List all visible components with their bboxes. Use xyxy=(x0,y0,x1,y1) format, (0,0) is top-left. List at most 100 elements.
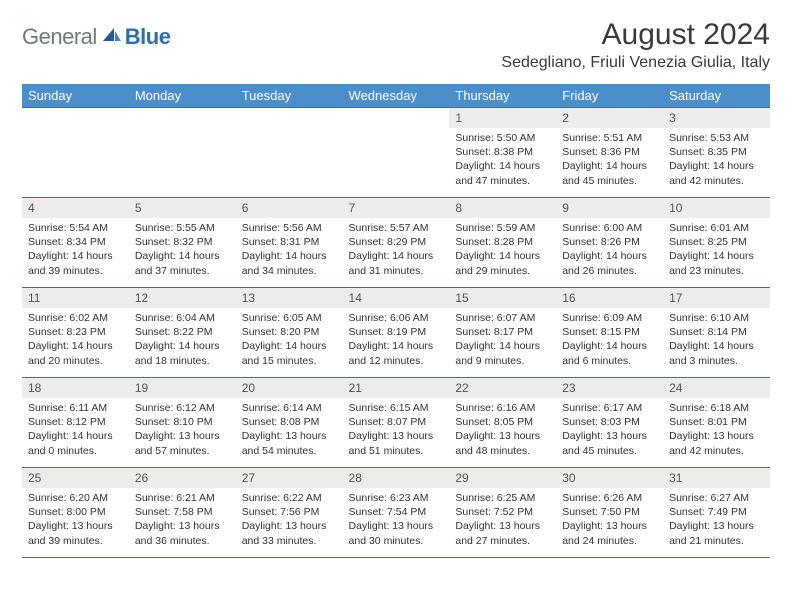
weekday-header: Saturday xyxy=(663,84,770,108)
day-number: 5 xyxy=(129,198,236,218)
calendar-day-cell: 26Sunrise: 6:21 AMSunset: 7:58 PMDayligh… xyxy=(129,468,236,558)
header: General Blue August 2024 Sedegliano, Fri… xyxy=(22,18,770,72)
calendar-week-row: 4Sunrise: 5:54 AMSunset: 8:34 PMDaylight… xyxy=(22,198,770,288)
day-info: Sunrise: 5:50 AMSunset: 8:38 PMDaylight:… xyxy=(449,128,556,192)
day-number: 30 xyxy=(556,468,663,488)
day-info: Sunrise: 6:12 AMSunset: 8:10 PMDaylight:… xyxy=(129,398,236,462)
daylight-line: Daylight: 14 hours and 12 minutes. xyxy=(349,339,444,367)
day-number: 19 xyxy=(129,378,236,398)
daylight-line: Daylight: 14 hours and 31 minutes. xyxy=(349,249,444,277)
daylight-line: Daylight: 14 hours and 37 minutes. xyxy=(135,249,230,277)
month-title: August 2024 xyxy=(501,18,770,52)
day-number: 24 xyxy=(663,378,770,398)
day-number: 7 xyxy=(343,198,450,218)
day-info: Sunrise: 6:14 AMSunset: 8:08 PMDaylight:… xyxy=(236,398,343,462)
weekday-header: Tuesday xyxy=(236,84,343,108)
sunset-line: Sunset: 7:50 PM xyxy=(562,505,657,519)
sunset-line: Sunset: 8:12 PM xyxy=(28,415,123,429)
sunrise-line: Sunrise: 5:54 AM xyxy=(28,221,123,235)
sunrise-line: Sunrise: 6:07 AM xyxy=(455,311,550,325)
logo: General Blue xyxy=(22,18,170,50)
day-info: Sunrise: 6:22 AMSunset: 7:56 PMDaylight:… xyxy=(236,488,343,552)
sunrise-line: Sunrise: 6:25 AM xyxy=(455,491,550,505)
sunset-line: Sunset: 8:34 PM xyxy=(28,235,123,249)
daylight-line: Daylight: 14 hours and 45 minutes. xyxy=(562,159,657,187)
day-info: Sunrise: 6:02 AMSunset: 8:23 PMDaylight:… xyxy=(22,308,129,372)
daylight-line: Daylight: 14 hours and 42 minutes. xyxy=(669,159,764,187)
day-number: 31 xyxy=(663,468,770,488)
daylight-line: Daylight: 13 hours and 33 minutes. xyxy=(242,519,337,547)
daylight-line: Daylight: 13 hours and 39 minutes. xyxy=(28,519,123,547)
day-info: Sunrise: 6:21 AMSunset: 7:58 PMDaylight:… xyxy=(129,488,236,552)
day-info: Sunrise: 6:06 AMSunset: 8:19 PMDaylight:… xyxy=(343,308,450,372)
sunrise-line: Sunrise: 6:15 AM xyxy=(349,401,444,415)
day-number: 10 xyxy=(663,198,770,218)
calendar-day-cell: 14Sunrise: 6:06 AMSunset: 8:19 PMDayligh… xyxy=(343,288,450,378)
day-info: Sunrise: 6:25 AMSunset: 7:52 PMDaylight:… xyxy=(449,488,556,552)
sunset-line: Sunset: 8:17 PM xyxy=(455,325,550,339)
daylight-line: Daylight: 13 hours and 27 minutes. xyxy=(455,519,550,547)
daylight-line: Daylight: 13 hours and 36 minutes. xyxy=(135,519,230,547)
day-info: Sunrise: 6:20 AMSunset: 8:00 PMDaylight:… xyxy=(22,488,129,552)
day-info: Sunrise: 6:01 AMSunset: 8:25 PMDaylight:… xyxy=(663,218,770,282)
day-number: 22 xyxy=(449,378,556,398)
day-number: 8 xyxy=(449,198,556,218)
daylight-line: Daylight: 13 hours and 57 minutes. xyxy=(135,429,230,457)
sunrise-line: Sunrise: 6:05 AM xyxy=(242,311,337,325)
daylight-line: Daylight: 14 hours and 23 minutes. xyxy=(669,249,764,277)
weekday-header: Sunday xyxy=(22,84,129,108)
sunrise-line: Sunrise: 6:10 AM xyxy=(669,311,764,325)
day-number: 29 xyxy=(449,468,556,488)
sunset-line: Sunset: 8:23 PM xyxy=(28,325,123,339)
calendar-day-cell xyxy=(129,108,236,198)
day-number: 3 xyxy=(663,108,770,128)
sunset-line: Sunset: 8:10 PM xyxy=(135,415,230,429)
day-number: 15 xyxy=(449,288,556,308)
sunrise-line: Sunrise: 6:18 AM xyxy=(669,401,764,415)
calendar-day-cell: 27Sunrise: 6:22 AMSunset: 7:56 PMDayligh… xyxy=(236,468,343,558)
sunrise-line: Sunrise: 6:16 AM xyxy=(455,401,550,415)
daylight-line: Daylight: 13 hours and 51 minutes. xyxy=(349,429,444,457)
sunrise-line: Sunrise: 5:53 AM xyxy=(669,131,764,145)
day-info: Sunrise: 5:54 AMSunset: 8:34 PMDaylight:… xyxy=(22,218,129,282)
calendar-day-cell: 19Sunrise: 6:12 AMSunset: 8:10 PMDayligh… xyxy=(129,378,236,468)
calendar-day-cell: 13Sunrise: 6:05 AMSunset: 8:20 PMDayligh… xyxy=(236,288,343,378)
weekday-header: Wednesday xyxy=(343,84,450,108)
day-info: Sunrise: 6:10 AMSunset: 8:14 PMDaylight:… xyxy=(663,308,770,372)
day-info: Sunrise: 6:26 AMSunset: 7:50 PMDaylight:… xyxy=(556,488,663,552)
calendar-day-cell: 3Sunrise: 5:53 AMSunset: 8:35 PMDaylight… xyxy=(663,108,770,198)
day-number: 2 xyxy=(556,108,663,128)
calendar-week-row: 25Sunrise: 6:20 AMSunset: 8:00 PMDayligh… xyxy=(22,468,770,558)
calendar-day-cell xyxy=(22,108,129,198)
day-number: 28 xyxy=(343,468,450,488)
daylight-line: Daylight: 14 hours and 34 minutes. xyxy=(242,249,337,277)
calendar-day-cell: 22Sunrise: 6:16 AMSunset: 8:05 PMDayligh… xyxy=(449,378,556,468)
day-info: Sunrise: 5:55 AMSunset: 8:32 PMDaylight:… xyxy=(129,218,236,282)
day-number: 16 xyxy=(556,288,663,308)
day-number: 9 xyxy=(556,198,663,218)
sunset-line: Sunset: 8:28 PM xyxy=(455,235,550,249)
calendar-day-cell: 9Sunrise: 6:00 AMSunset: 8:26 PMDaylight… xyxy=(556,198,663,288)
sunrise-line: Sunrise: 5:50 AM xyxy=(455,131,550,145)
sunset-line: Sunset: 8:00 PM xyxy=(28,505,123,519)
weekday-header-row: Sunday Monday Tuesday Wednesday Thursday… xyxy=(22,84,770,108)
day-info: Sunrise: 6:15 AMSunset: 8:07 PMDaylight:… xyxy=(343,398,450,462)
daylight-line: Daylight: 13 hours and 30 minutes. xyxy=(349,519,444,547)
sunset-line: Sunset: 7:56 PM xyxy=(242,505,337,519)
sunrise-line: Sunrise: 5:57 AM xyxy=(349,221,444,235)
sunset-line: Sunset: 8:08 PM xyxy=(242,415,337,429)
sunset-line: Sunset: 8:29 PM xyxy=(349,235,444,249)
daylight-line: Daylight: 14 hours and 18 minutes. xyxy=(135,339,230,367)
calendar-day-cell xyxy=(236,108,343,198)
sunrise-line: Sunrise: 6:11 AM xyxy=(28,401,123,415)
calendar-week-row: 1Sunrise: 5:50 AMSunset: 8:38 PMDaylight… xyxy=(22,108,770,198)
calendar-day-cell: 15Sunrise: 6:07 AMSunset: 8:17 PMDayligh… xyxy=(449,288,556,378)
sunrise-line: Sunrise: 6:14 AM xyxy=(242,401,337,415)
day-number: 14 xyxy=(343,288,450,308)
day-info: Sunrise: 5:51 AMSunset: 8:36 PMDaylight:… xyxy=(556,128,663,192)
sunrise-line: Sunrise: 6:04 AM xyxy=(135,311,230,325)
calendar-day-cell: 17Sunrise: 6:10 AMSunset: 8:14 PMDayligh… xyxy=(663,288,770,378)
calendar-day-cell: 12Sunrise: 6:04 AMSunset: 8:22 PMDayligh… xyxy=(129,288,236,378)
sunrise-line: Sunrise: 6:22 AM xyxy=(242,491,337,505)
daylight-line: Daylight: 13 hours and 42 minutes. xyxy=(669,429,764,457)
